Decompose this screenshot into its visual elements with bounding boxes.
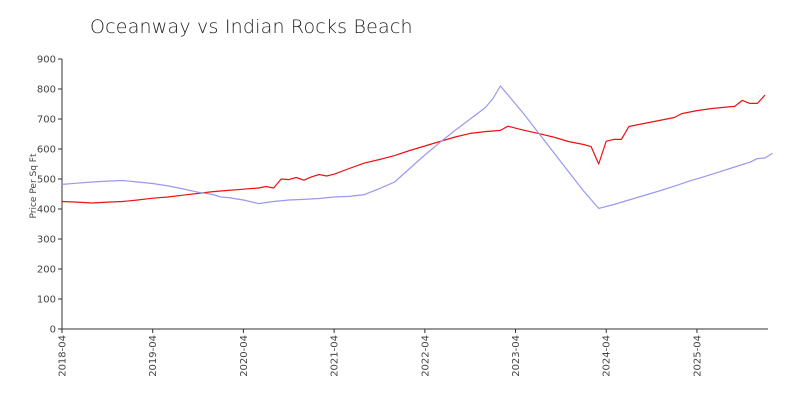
x-tick-label: 2021-04: [330, 335, 341, 377]
y-tick-label: 700: [37, 115, 56, 126]
y-tick-label: 0: [50, 325, 56, 336]
y-tick-label: 500: [37, 175, 56, 186]
y-tick-label: 900: [37, 55, 56, 66]
x-tick-label: 2022-04: [420, 335, 431, 377]
y-tick-label: 100: [37, 295, 56, 306]
x-tick-label: 2023-04: [511, 335, 522, 377]
series: [61, 85, 773, 209]
chart-title: Oceanway vs Indian Rocks Beach: [90, 16, 413, 38]
x-tick-label: 2024-04: [602, 335, 613, 377]
y-tick-label: 400: [37, 205, 56, 216]
x-tick-label: 2019-04: [148, 335, 159, 377]
y-tick-label: 300: [37, 235, 56, 246]
axes: Price Per Sq Ft: [29, 59, 768, 330]
y-tick-label: 600: [37, 145, 56, 156]
y-tick-label: 200: [37, 265, 56, 276]
series-line-2: [61, 85, 773, 209]
x-tick-label: 2025-04: [692, 335, 703, 377]
y-tick-label: 800: [37, 85, 56, 96]
x-tick-label: 2020-04: [239, 335, 250, 377]
y-axis-title: Price Per Sq Ft: [29, 153, 39, 218]
x-tick-label: 2018-04: [58, 335, 69, 377]
ticks: 0 100 200 300 400 500 600 700 800 900 2018-04 2019-…: [37, 55, 704, 377]
series-line-1: [61, 94, 766, 204]
